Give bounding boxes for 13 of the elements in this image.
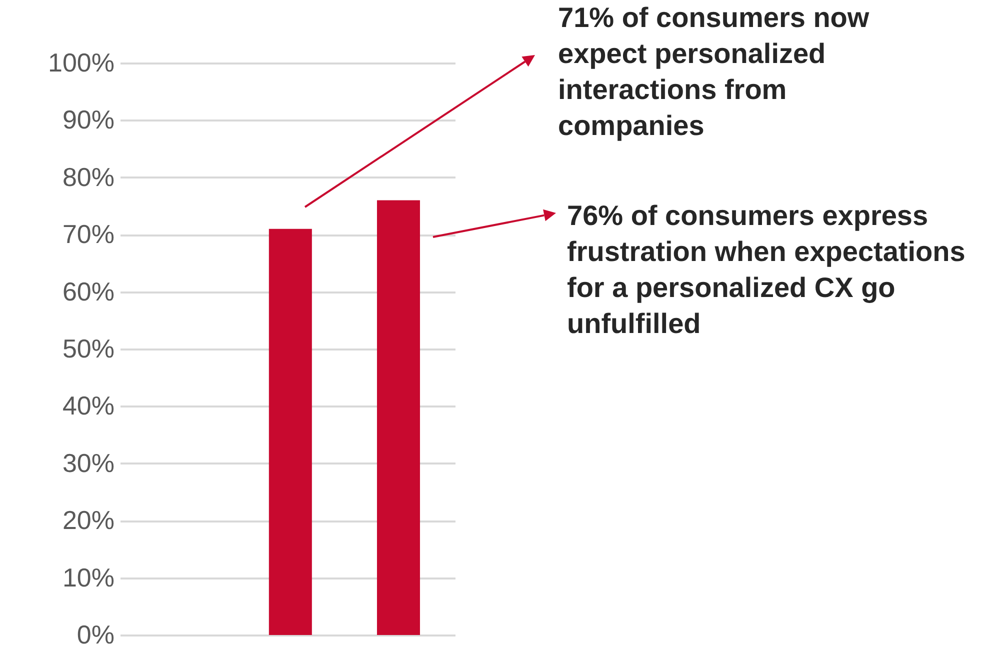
y-tick-label: 30% (62, 448, 114, 478)
text: 71% of consumers now expect personalized interactions from companies (558, 1, 870, 143)
y-tick-label: 80% (62, 162, 114, 192)
y-tick-label: 10% (62, 562, 114, 592)
y-tick-label: 40% (62, 390, 114, 421)
y-tick-label: 100% (48, 48, 114, 78)
y-tick-label: 50% (62, 334, 114, 364)
y-tick-label: 60% (62, 276, 114, 306)
text: 76% of consumers express frustration when expectations for a personalized CX go unfulfilled (567, 199, 966, 341)
y-tick-label: 90% (62, 104, 114, 135)
y-tick-label: 0% (76, 620, 114, 650)
y-tick-label: 20% (62, 505, 114, 536)
y-tick-label: 70% (62, 219, 114, 250)
